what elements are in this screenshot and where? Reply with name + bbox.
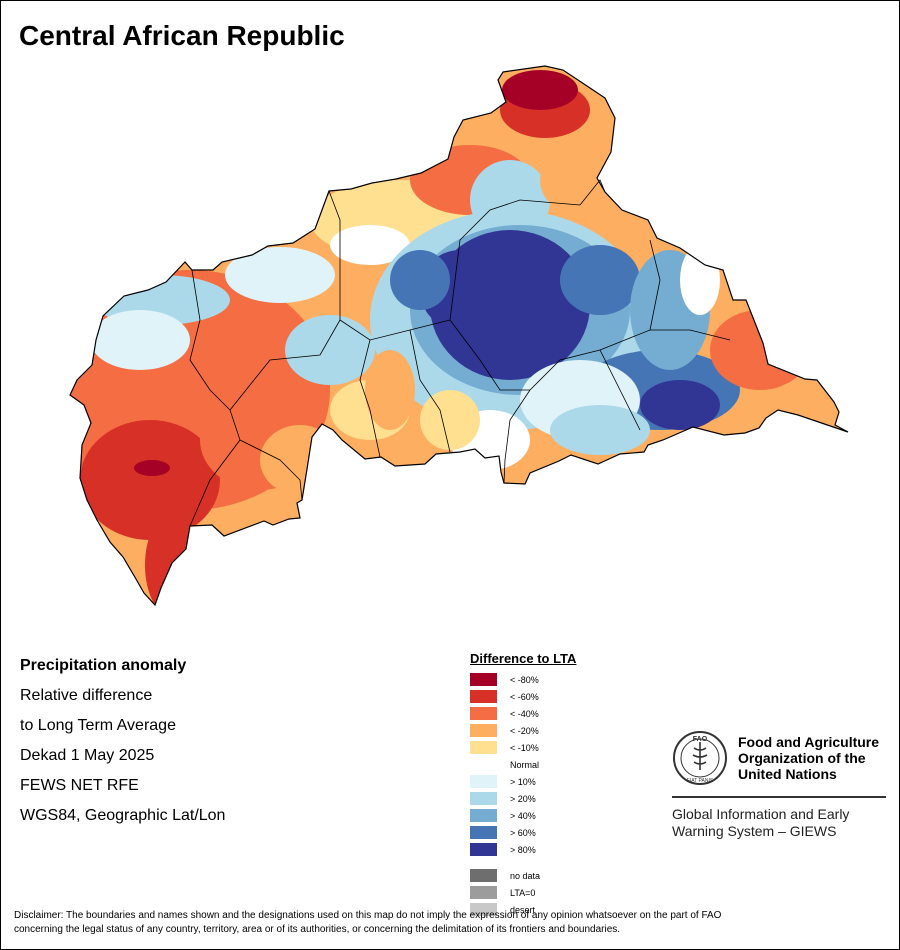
- legend-swatch: [470, 707, 497, 720]
- legend-special: no data LTA=0 desert: [470, 867, 650, 918]
- info-heading: Precipitation anomaly: [20, 657, 187, 674]
- legend-label: > 40%: [510, 810, 536, 821]
- legend-item: < -80%: [470, 671, 650, 688]
- legend-item: > 20%: [470, 790, 650, 807]
- fao-divider: [672, 796, 886, 798]
- legend-swatch: [470, 758, 497, 771]
- legend-swatch: [470, 741, 497, 754]
- fao-name-line-2: Organization of the: [738, 750, 866, 766]
- legend-swatch: [470, 673, 497, 686]
- info-line-2: to Long Term Average: [20, 717, 176, 734]
- legend-item: Normal: [470, 756, 650, 773]
- disclaimer-line-2: concerning the legal status of any count…: [14, 924, 621, 935]
- legend-classes: < -80% < -60% < -40% < -20% < -10% Normal > 10…: [470, 671, 650, 858]
- legend-label: > 10%: [510, 776, 536, 787]
- map-title: Central African Republic: [19, 20, 345, 51]
- disclaimer: Disclaimer: The boundaries and names sho…: [14, 909, 886, 937]
- legend-swatch: [470, 843, 497, 856]
- legend-label: no data: [510, 870, 541, 881]
- legend-label: < -40%: [510, 708, 539, 719]
- legend-swatch: [470, 809, 497, 822]
- legend-item: no data: [470, 867, 650, 884]
- disclaimer-line-1: Disclaimer: The boundaries and names sho…: [14, 910, 722, 921]
- map-legend: Difference to LTA < -80% < -60% < -40% < -2…: [470, 651, 650, 918]
- fao-name-line-1: Food and Agriculture: [738, 734, 880, 750]
- legend-item: > 10%: [470, 773, 650, 790]
- fao-organization-name: Food and Agriculture Organization of the…: [738, 734, 879, 782]
- info-line-3: Dekad 1 May 2025: [20, 747, 155, 764]
- legend-item: > 40%: [470, 807, 650, 824]
- map-info-panel: Precipitation anomaly Relative differenc…: [20, 656, 320, 836]
- legend-label: < -20%: [510, 725, 539, 736]
- legend-swatch: [470, 690, 497, 703]
- giews-line-1: Global Information and Early: [672, 806, 850, 822]
- legend-item: > 80%: [470, 841, 650, 858]
- legend-label: < -60%: [510, 691, 539, 702]
- map-svg: [69, 65, 849, 606]
- legend-item: < -10%: [470, 739, 650, 756]
- legend-swatch: [470, 775, 497, 788]
- fao-logo-icon: FAO FIAT PANIS: [673, 731, 727, 785]
- legend-item: < -40%: [470, 705, 650, 722]
- fao-name-line-3: United Nations: [738, 766, 837, 782]
- legend-item: LTA=0: [470, 884, 650, 901]
- legend-label: < -80%: [510, 674, 539, 685]
- giews-name: Global Information and Early Warning Sys…: [672, 806, 892, 840]
- legend-label: desert: [510, 904, 536, 915]
- legend-item: < -60%: [470, 688, 650, 705]
- legend-swatch: [470, 869, 497, 882]
- legend-label: LTA=0: [510, 887, 536, 898]
- fao-motto-text: FIAT PANIS: [687, 778, 714, 784]
- info-line-4: FEWS NET RFE: [20, 777, 139, 794]
- legend-label: Normal: [510, 759, 540, 770]
- fao-logo-text: FAO: [693, 736, 708, 743]
- legend-swatch: [470, 826, 497, 839]
- info-line-5: WGS84, Geographic Lat/Lon: [20, 807, 226, 824]
- legend-item: < -20%: [470, 722, 650, 739]
- legend-label: > 60%: [510, 827, 536, 838]
- anomaly-surface: [70, 66, 848, 605]
- giews-line-2: Warning System – GIEWS: [672, 823, 837, 839]
- legend-label: > 20%: [510, 793, 536, 804]
- legend-label: > 80%: [510, 844, 536, 855]
- anomaly-map: [40, 60, 860, 620]
- prefecture-boundaries: [189, 179, 731, 527]
- fao-branding: FAO FIAT PANIS Food and Agriculture Orga…: [672, 730, 892, 840]
- legend-swatch: [470, 724, 497, 737]
- legend-item: > 60%: [470, 824, 650, 841]
- legend-swatch: [470, 886, 497, 899]
- legend-item: desert: [470, 901, 650, 918]
- info-line-1: Relative difference: [20, 687, 153, 704]
- legend-label: < -10%: [510, 742, 539, 753]
- legend-title: Difference to LTA: [470, 651, 577, 666]
- legend-swatch: [470, 792, 497, 805]
- legend-swatch: [470, 903, 497, 916]
